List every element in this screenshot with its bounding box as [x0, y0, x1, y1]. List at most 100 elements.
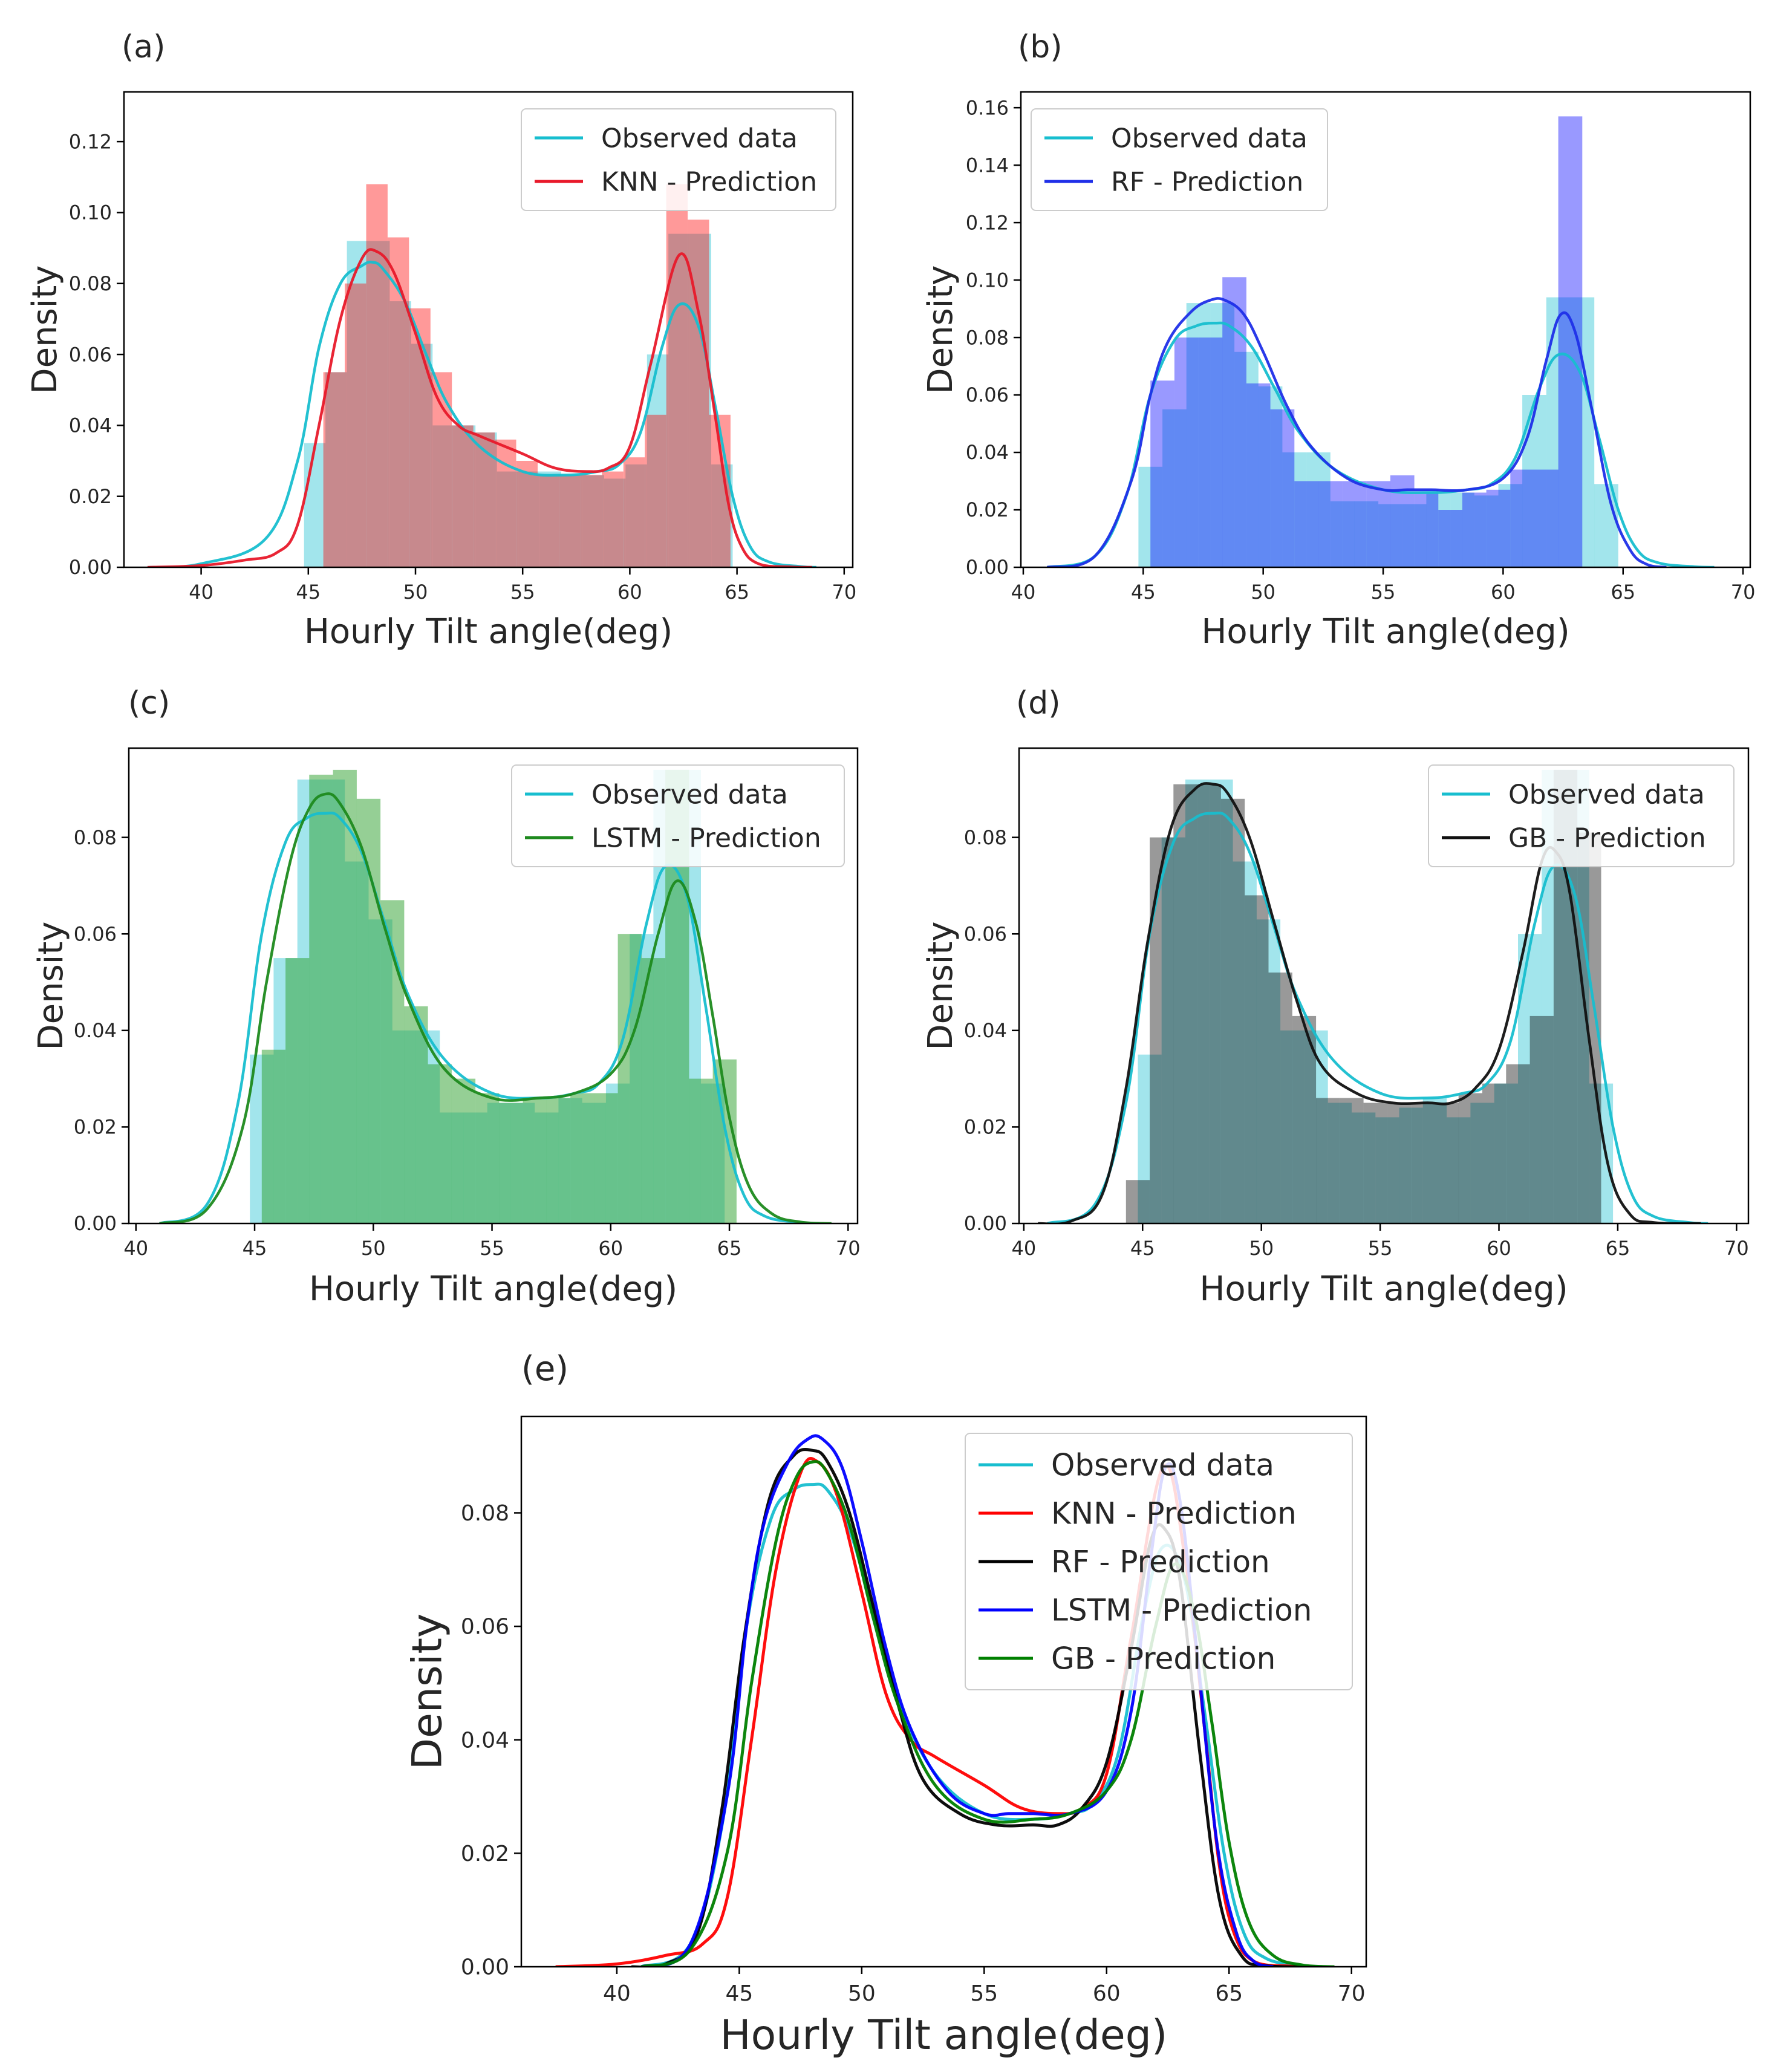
x-tick-label: 50 — [403, 581, 428, 604]
histogram-bar — [1510, 469, 1534, 567]
histogram-bar — [1375, 1117, 1399, 1223]
y-tick-label: 0.06 — [461, 1615, 509, 1640]
x-tick-label: 40 — [123, 1237, 148, 1260]
histogram-bar — [1245, 895, 1269, 1223]
y-tick-label: 0.02 — [461, 1842, 509, 1866]
y-tick-label: 0.02 — [74, 1116, 117, 1139]
legend: Observed data RF - Prediction — [1031, 108, 1328, 211]
y-tick-label: 0.00 — [69, 556, 112, 579]
histogram-bar — [523, 1098, 547, 1223]
y-tick-label: 0.06 — [74, 922, 117, 945]
histogram-bar — [570, 1093, 594, 1223]
kde-line-lstm-prediction — [159, 792, 832, 1223]
x-tick-label: 70 — [832, 581, 856, 604]
y-tick-label: 0.04 — [966, 441, 1009, 464]
histogram-bar — [475, 432, 497, 567]
histogram-bar — [368, 241, 390, 567]
histogram-bar — [1280, 1030, 1305, 1223]
histogram-bar — [1318, 481, 1343, 567]
histogram-observed-data — [1138, 297, 1618, 567]
histogram-bar — [1363, 1103, 1387, 1223]
kde-line-observed-data — [1047, 811, 1708, 1223]
y-tick-label: 0.08 — [69, 272, 112, 295]
x-tick-label: 50 — [1251, 581, 1275, 604]
histogram-bar — [1282, 452, 1307, 567]
histogram-bar — [1220, 798, 1245, 1223]
kde-line-gb-prediction — [640, 1460, 1335, 1967]
histogram-bar — [1486, 489, 1511, 567]
x-tick-label: 45 — [725, 1981, 753, 2006]
legend-box — [1031, 108, 1328, 211]
x-axis-label: Hourly Tilt angle(deg) — [720, 2012, 1168, 2059]
histogram-bar — [1506, 1064, 1530, 1223]
x-tick-label: 45 — [243, 1237, 267, 1260]
histogram-bar — [1529, 1015, 1554, 1223]
histogram-bar — [1173, 784, 1197, 1223]
legend-label: Observed data — [1508, 779, 1705, 810]
y-tick-label: 0.00 — [461, 1955, 509, 1980]
plot-area — [1047, 116, 1715, 567]
y-tick-label: 0.00 — [966, 556, 1009, 579]
histogram-bar — [389, 301, 411, 567]
axes-frame — [520, 1415, 1367, 1968]
y-tick-label: 0.08 — [964, 826, 1007, 849]
x-tick-label: 60 — [1491, 581, 1516, 604]
histogram-bar — [345, 283, 366, 567]
x-tick-label: 55 — [1371, 581, 1396, 604]
histogram-bar — [1233, 861, 1257, 1223]
kde-line-knn-prediction — [147, 248, 812, 567]
histogram-bar — [689, 1078, 713, 1223]
x-tick-label: 50 — [1249, 1237, 1274, 1260]
histogram-bar — [668, 233, 690, 567]
legend-label: KNN - Prediction — [601, 166, 817, 197]
histogram-bar — [1422, 1098, 1447, 1223]
x-tick-label: 70 — [1338, 1981, 1366, 2006]
y-tick-label: 0.12 — [69, 130, 112, 153]
histogram-bar — [1570, 297, 1595, 567]
legend-label: Observed data — [1111, 123, 1308, 154]
histogram-bar — [580, 475, 602, 567]
histogram-bar — [304, 443, 326, 567]
y-tick-label: 0.08 — [74, 826, 117, 849]
histogram-bar — [1185, 779, 1210, 1223]
histogram-bar — [1150, 837, 1174, 1223]
histogram-bar — [475, 1093, 500, 1223]
x-tick-label: 55 — [970, 1981, 998, 2006]
y-tick-label: 0.08 — [966, 326, 1009, 349]
x-tick-label: 40 — [189, 581, 213, 604]
x-tick-label: 65 — [717, 1237, 742, 1260]
histogram-bar — [1458, 1093, 1482, 1223]
y-tick-label: 0.00 — [964, 1212, 1007, 1235]
panel-b: (b) 40 45 50 55 60 65 70 0.00 0.02 0.04 0.06 0.08 0.1… — [921, 29, 1756, 651]
histogram-bar — [666, 184, 688, 567]
histogram-bar — [1498, 484, 1523, 567]
legend-box — [965, 1433, 1353, 1690]
y-tick-label: 0.02 — [966, 498, 1009, 521]
panel-d: (d) 40 45 50 55 60 65 70 0.00 0.02 0.04 0.06 0.08 Hou… — [921, 685, 1750, 1309]
legend-box — [521, 108, 836, 211]
x-tick-label: 45 — [296, 581, 321, 604]
x-tick-label: 70 — [1731, 581, 1756, 604]
y-tick-label: 0.04 — [69, 414, 112, 437]
histogram-bar — [539, 471, 561, 567]
histogram-bar — [1327, 1103, 1352, 1223]
y-tick-label: 0.06 — [964, 922, 1007, 945]
histogram-bar — [1482, 1083, 1507, 1223]
histogram-bar — [1304, 1030, 1328, 1223]
histogram-bar — [473, 432, 495, 567]
y-tick-label: 0.04 — [461, 1728, 509, 1753]
panel-label: (e) — [521, 1349, 568, 1389]
y-tick-label: 0.02 — [964, 1116, 1007, 1139]
histogram-bar — [1366, 481, 1390, 567]
x-tick-label: 40 — [1011, 581, 1036, 604]
histogram-bar — [499, 1103, 523, 1223]
histogram-bar — [409, 308, 431, 567]
histogram-bar — [309, 774, 333, 1223]
axes-frame — [1018, 747, 1750, 1225]
histogram-bar — [497, 471, 519, 567]
x-tick-label: 65 — [725, 581, 749, 604]
histogram-bar — [366, 184, 388, 567]
legend-box — [1428, 764, 1735, 867]
histogram-bar — [1316, 1098, 1340, 1223]
